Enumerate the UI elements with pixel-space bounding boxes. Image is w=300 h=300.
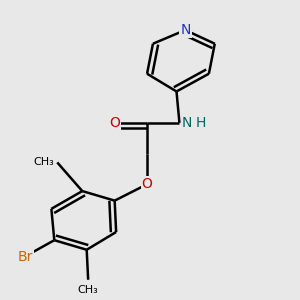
- Text: Br: Br: [17, 250, 32, 264]
- Text: O: O: [142, 177, 152, 191]
- Text: N: N: [182, 116, 192, 130]
- Text: CH₃: CH₃: [78, 285, 98, 295]
- Text: N: N: [180, 23, 190, 37]
- Text: H: H: [196, 116, 206, 130]
- Text: O: O: [109, 116, 120, 130]
- Text: CH₃: CH₃: [34, 158, 54, 167]
